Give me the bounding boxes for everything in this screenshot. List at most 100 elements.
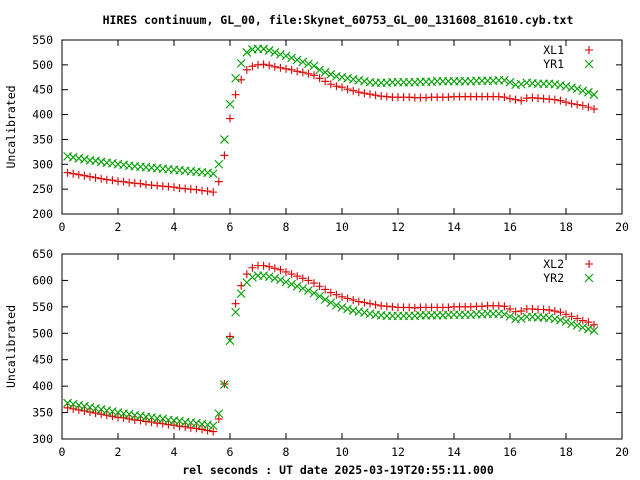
data-point <box>304 59 313 69</box>
data-point <box>170 421 178 430</box>
data-point <box>360 76 369 86</box>
data-point <box>293 67 302 76</box>
data-point <box>354 88 363 97</box>
data-point <box>270 62 279 71</box>
data-point <box>354 307 364 317</box>
legend-label: XL2 <box>543 257 564 271</box>
data-point <box>366 90 374 99</box>
data-point <box>203 168 212 178</box>
data-point <box>321 77 330 86</box>
data-point <box>119 160 128 170</box>
x-tick-label: 12 <box>391 445 405 459</box>
x-tick-label: 20 <box>615 445 629 459</box>
data-point <box>326 288 335 297</box>
data-point <box>517 307 526 316</box>
y-tick-label: 550 <box>32 300 53 314</box>
x-tick-label: 12 <box>391 220 405 234</box>
x-tick-label: 18 <box>559 445 573 459</box>
data-point <box>578 101 587 110</box>
data-point <box>203 426 212 435</box>
data-point <box>248 272 257 282</box>
data-point <box>590 105 598 114</box>
data-point <box>348 74 358 84</box>
data-point <box>91 156 100 166</box>
data-point <box>158 414 168 424</box>
data-point <box>108 407 117 416</box>
data-point <box>578 316 587 325</box>
data-point <box>304 286 313 295</box>
data-point <box>544 313 554 323</box>
data-point <box>68 152 78 162</box>
x-tick-label: 16 <box>503 220 517 234</box>
data-point <box>259 60 268 69</box>
data-point <box>292 55 302 65</box>
data-point <box>237 75 246 84</box>
legend-label: YR1 <box>543 57 564 71</box>
bottom-panel: 0 2 4 6 8 10 12 14 16 18 20 300 350 400 450 500 550 600 65… <box>4 247 629 459</box>
data-point <box>198 425 206 434</box>
data-point <box>332 82 341 91</box>
data-point <box>567 83 576 93</box>
data-point <box>80 154 89 164</box>
data-point <box>192 185 201 194</box>
data-point <box>287 279 296 289</box>
series-yr1 <box>63 44 599 179</box>
data-point <box>511 95 520 104</box>
series-xl1 <box>63 60 598 197</box>
data-point <box>63 168 72 177</box>
data-point <box>214 177 223 186</box>
data-point <box>96 405 106 414</box>
x-tick-label: 2 <box>115 445 122 459</box>
data-point <box>214 414 223 423</box>
data-point <box>276 275 285 285</box>
data-point <box>236 58 246 68</box>
data-point <box>545 306 554 315</box>
data-point <box>136 179 145 188</box>
y-tick-label: 300 <box>32 432 53 446</box>
series-yr2 <box>63 271 599 431</box>
data-point <box>220 380 229 389</box>
data-point <box>550 95 559 104</box>
y-tick-label: 650 <box>32 247 53 261</box>
data-point <box>573 314 582 323</box>
data-point <box>332 71 341 81</box>
plot-frame <box>61 253 623 440</box>
data-point <box>108 176 117 185</box>
data-point <box>259 271 268 281</box>
data-point <box>550 79 560 89</box>
data-point <box>91 173 100 182</box>
data-point <box>281 51 291 61</box>
data-point <box>561 81 571 91</box>
data-point <box>192 418 201 428</box>
chart-title: HIRES continuum, GL_00, file:Skynet_6075… <box>103 13 574 28</box>
data-point <box>276 50 285 59</box>
data-point <box>310 71 318 80</box>
data-point <box>214 409 224 419</box>
data-point <box>242 65 251 74</box>
data-point <box>226 332 234 341</box>
data-point <box>309 61 319 71</box>
data-point <box>516 79 526 89</box>
data-point <box>343 304 352 314</box>
data-point <box>304 69 313 78</box>
data-point <box>366 299 374 308</box>
data-point <box>360 308 369 318</box>
data-point <box>298 283 308 293</box>
data-point <box>80 171 89 180</box>
x-tick-label: 10 <box>335 220 349 234</box>
data-point <box>371 91 380 100</box>
data-point <box>136 411 145 421</box>
data-point <box>578 86 588 96</box>
data-point <box>589 326 599 336</box>
data-point <box>270 264 279 273</box>
data-point <box>68 399 78 409</box>
data-point <box>214 159 224 169</box>
data-point <box>500 302 509 311</box>
data-point <box>349 86 358 95</box>
data-point <box>74 400 84 410</box>
data-point <box>147 412 156 422</box>
data-point <box>208 169 218 179</box>
x-tick-label: 18 <box>559 220 573 234</box>
data-point <box>113 408 123 417</box>
